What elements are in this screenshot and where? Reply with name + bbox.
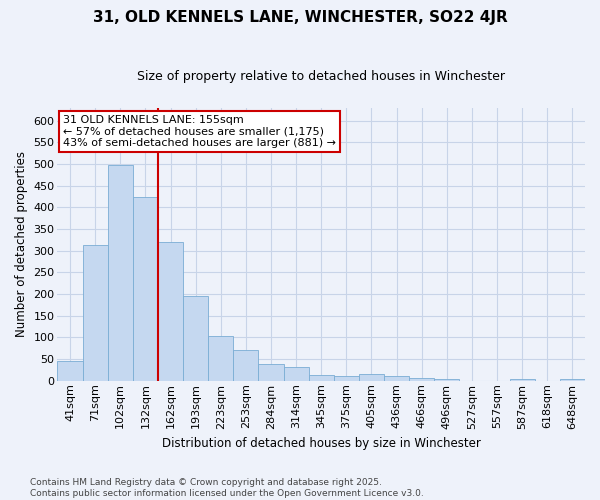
Title: Size of property relative to detached houses in Winchester: Size of property relative to detached ho… [137, 70, 505, 83]
Bar [284, 367, 308, 381]
Text: 31 OLD KENNELS LANE: 155sqm
← 57% of detached houses are smaller (1,175)
43% of : 31 OLD KENNELS LANE: 155sqm ← 57% of det… [63, 114, 336, 148]
Bar [409, 378, 434, 381]
Bar [158, 242, 183, 381]
Bar [233, 350, 259, 381]
Bar [334, 376, 359, 381]
Y-axis label: Number of detached properties: Number of detached properties [15, 152, 28, 338]
Bar [308, 375, 334, 381]
Bar [183, 296, 208, 381]
Bar [259, 364, 284, 381]
Bar [58, 361, 83, 381]
Bar [133, 198, 158, 381]
Bar [108, 165, 133, 381]
X-axis label: Distribution of detached houses by size in Winchester: Distribution of detached houses by size … [162, 437, 481, 450]
Bar [509, 379, 535, 381]
Bar [208, 336, 233, 381]
Text: Contains HM Land Registry data © Crown copyright and database right 2025.
Contai: Contains HM Land Registry data © Crown c… [30, 478, 424, 498]
Bar [83, 244, 108, 381]
Text: 31, OLD KENNELS LANE, WINCHESTER, SO22 4JR: 31, OLD KENNELS LANE, WINCHESTER, SO22 4… [92, 10, 508, 25]
Bar [434, 378, 460, 381]
Bar [359, 374, 384, 381]
Bar [384, 376, 409, 381]
Bar [560, 379, 585, 381]
